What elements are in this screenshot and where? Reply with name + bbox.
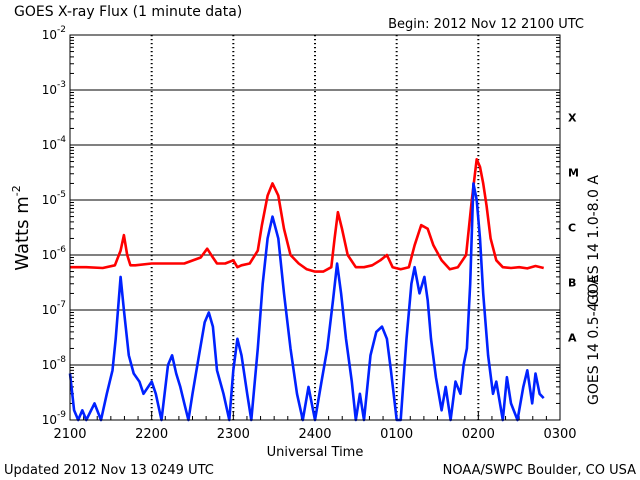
flare-class-label: M bbox=[568, 167, 579, 180]
svg-text:Watts m-2: Watts m-2 bbox=[10, 185, 33, 270]
x-tick-label: 2100 bbox=[53, 427, 86, 442]
legend-label-short: GOES 14 0.5-4.0 A bbox=[586, 275, 602, 405]
credit: NOAA/SWPC Boulder, CO USA bbox=[443, 463, 636, 478]
x-tick-label: 0100 bbox=[380, 427, 413, 442]
y-tick-label: 10-7 bbox=[42, 300, 66, 317]
legend-short-channel: GOES 14 0.5-4.0 A bbox=[586, 275, 602, 405]
flare-class-label: C bbox=[568, 222, 576, 235]
begin-time: Begin: 2012 Nov 12 2100 UTC bbox=[388, 17, 584, 32]
chart-title: GOES X-ray Flux (1 minute data) bbox=[14, 4, 242, 20]
flare-class-label: A bbox=[568, 332, 577, 345]
legend-label-long: GOES 14 1.0-8.0 A bbox=[586, 175, 602, 305]
y-tick-label: 10-6 bbox=[42, 245, 67, 262]
y-tick-label: 10-2 bbox=[42, 25, 66, 42]
x-tick-label: 2200 bbox=[135, 427, 168, 442]
y-tick-label: 10-5 bbox=[42, 190, 66, 207]
x-tick-label: 0300 bbox=[543, 427, 576, 442]
y-axis-ticks: 10-9 10-8 10-7 10-6 10-5 10-4 10-3 10-2 bbox=[42, 25, 560, 427]
y-tick-label: 10-8 bbox=[42, 355, 67, 372]
series-line-long-channel bbox=[70, 158, 545, 273]
flare-class-label: X bbox=[568, 112, 577, 125]
x-tick-label: 2400 bbox=[298, 427, 331, 442]
y-tick-label: 10-4 bbox=[42, 135, 67, 152]
updated-time: Updated 2012 Nov 13 0249 UTC bbox=[4, 463, 214, 478]
flare-class-label: B bbox=[568, 277, 576, 290]
y-axis-label: Watts m-2 bbox=[10, 185, 33, 270]
y-tick-label: 10-9 bbox=[42, 410, 67, 427]
flare-class-labels: A B C M X bbox=[568, 112, 579, 345]
x-axis-label: Universal Time bbox=[267, 445, 364, 460]
legend-long-channel: GOES 14 1.0-8.0 A bbox=[586, 175, 602, 305]
y-tick-label: 10-3 bbox=[42, 80, 66, 97]
series-line-short-channel bbox=[68, 182, 545, 422]
y-axis-label-exponent: -2 bbox=[10, 185, 23, 196]
y-axis-label-text: Watts m bbox=[12, 196, 33, 270]
plot-frame bbox=[69, 34, 561, 421]
x-tick-label: 2300 bbox=[217, 427, 250, 442]
x-tick-label: 0200 bbox=[462, 427, 495, 442]
